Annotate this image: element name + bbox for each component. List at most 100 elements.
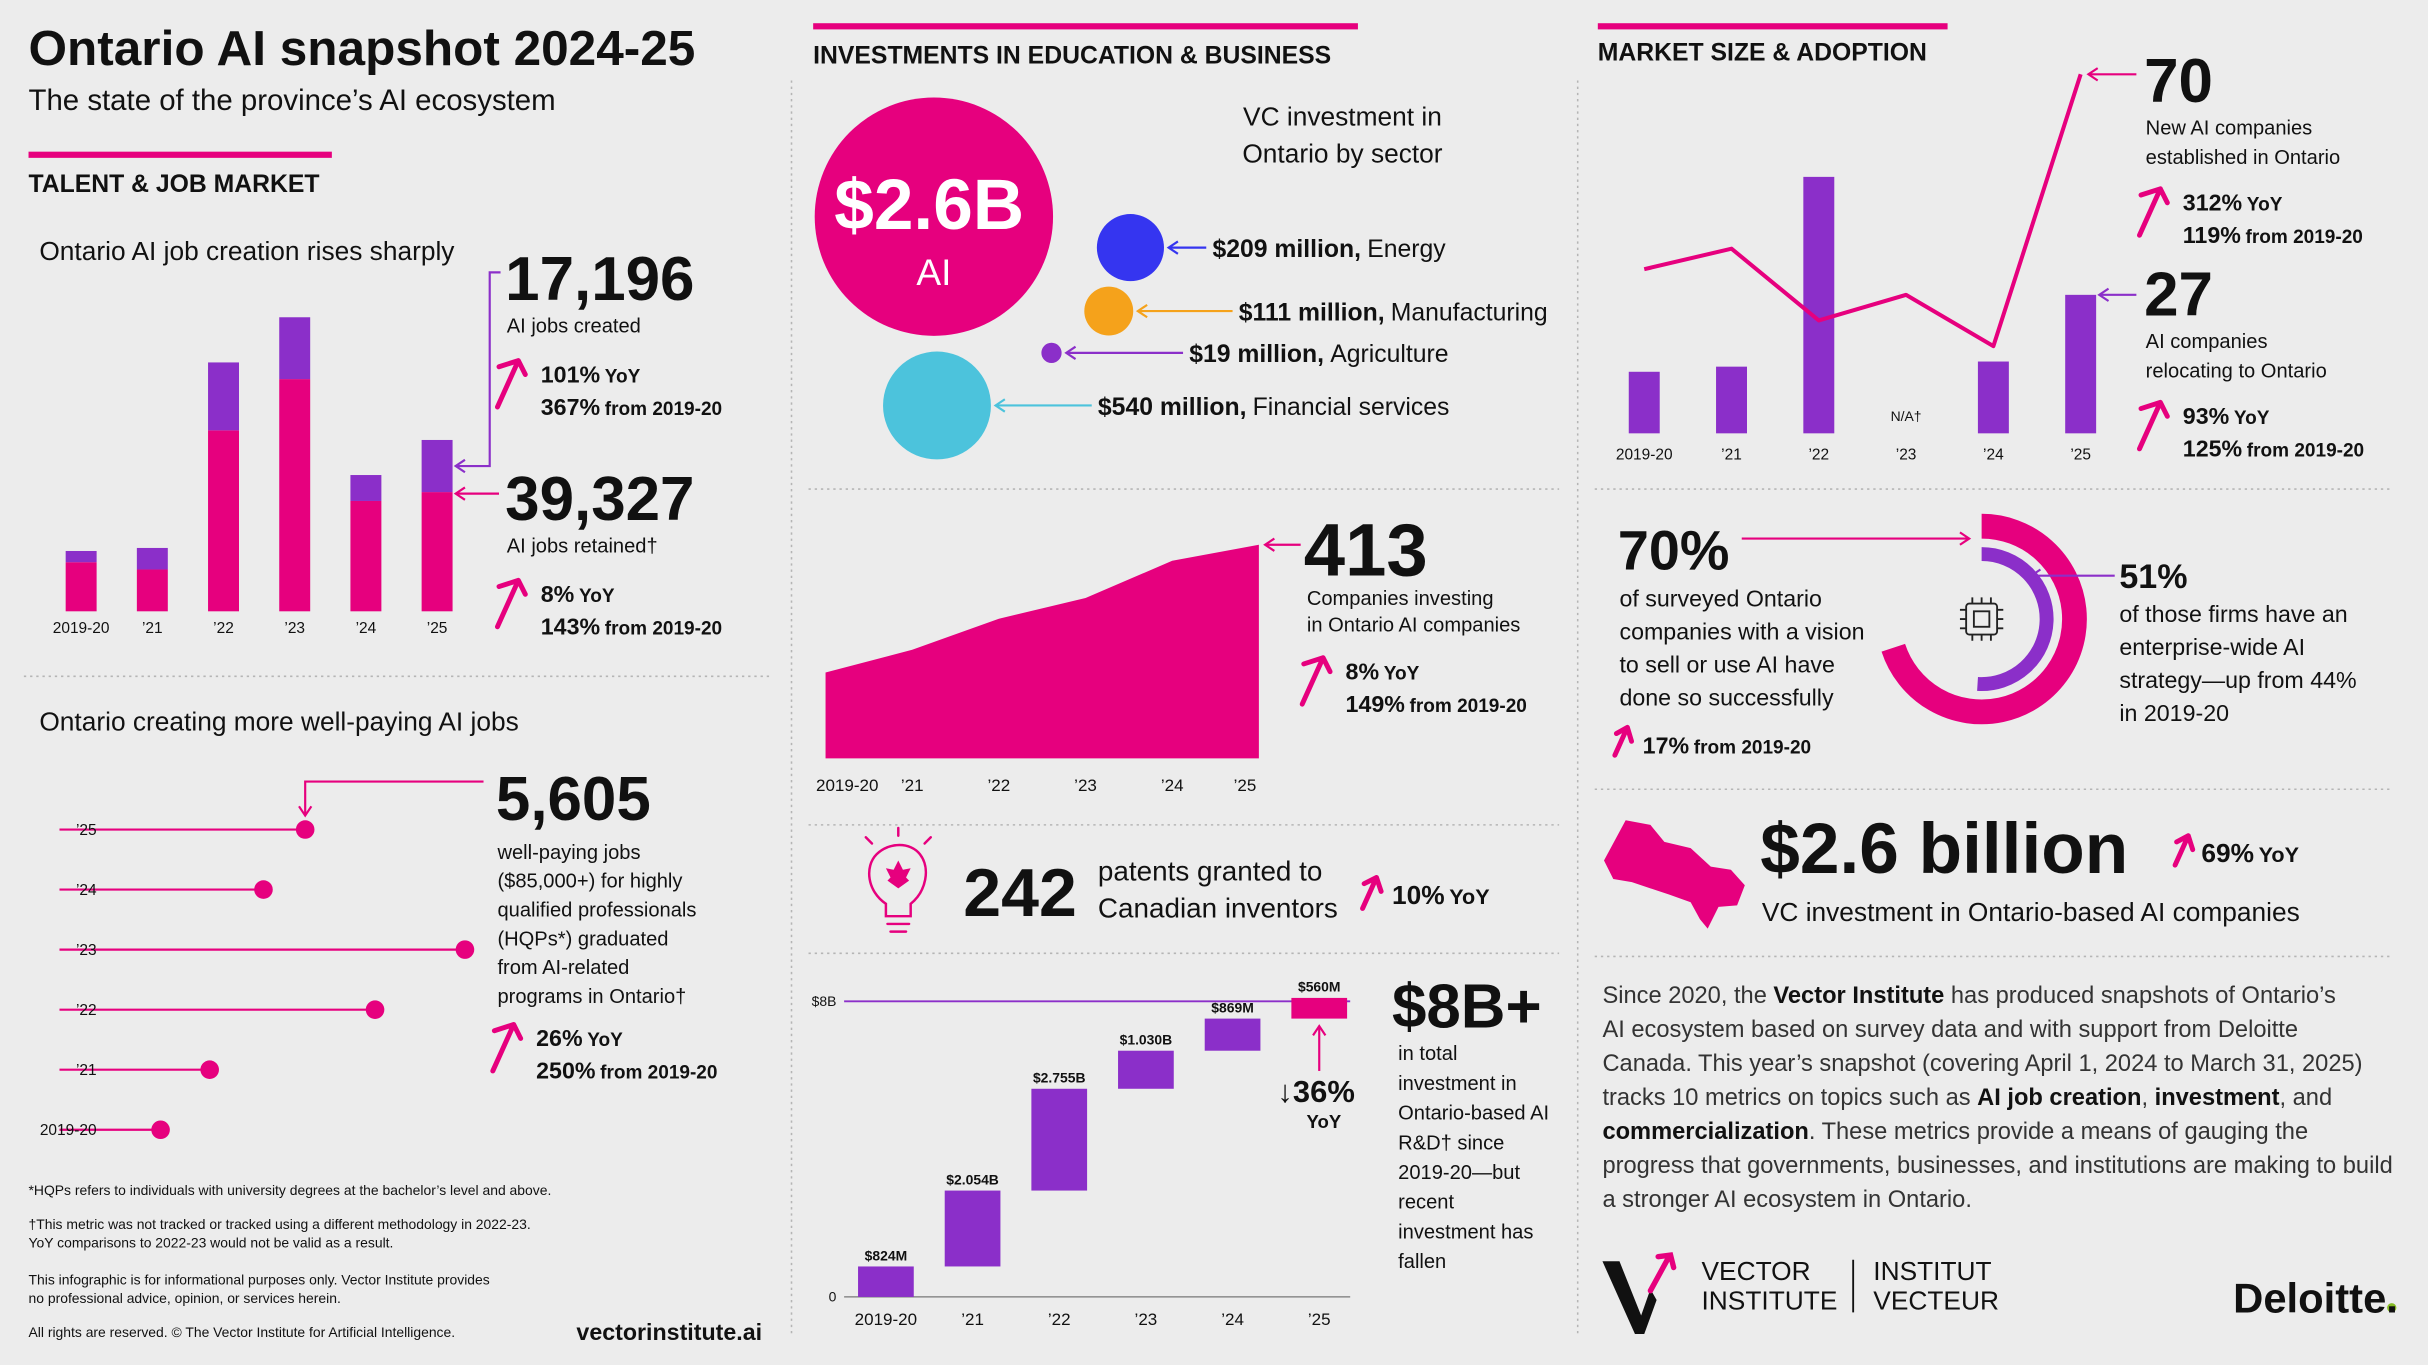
- bar-segment: [279, 317, 311, 380]
- stat: 93% YoY: [2183, 403, 2270, 429]
- arrowhead: [2097, 287, 2110, 302]
- bar-segment: [421, 439, 453, 493]
- chart-title: Ontario AI job creation rises sharply: [39, 236, 455, 266]
- chart-title: VC investment in: [1243, 101, 1442, 131]
- logo-text: INSTITUTE: [1702, 1285, 1838, 1315]
- stat-value: 8%: [541, 581, 575, 607]
- callout-text: enterprise-wide AI: [2119, 634, 2305, 660]
- trend-arrow: [1299, 655, 1333, 707]
- bar: [1803, 176, 1835, 434]
- lollipop-dot: [365, 1000, 385, 1019]
- about-line: Since 2020, the Vector Institute has pro…: [1602, 983, 2335, 1009]
- y-tick-label: ’21: [76, 1062, 97, 1079]
- bubble-label: $540 million, Financial services: [1098, 394, 1449, 421]
- bar: [1716, 366, 1747, 434]
- bar-segment: [208, 430, 239, 612]
- x-tick-label: ’23: [1135, 1310, 1158, 1329]
- section-title: INVESTMENTS IN EDUCATION & BUSINESS: [813, 42, 1331, 69]
- callout-text: in total: [1398, 1043, 1457, 1065]
- callout-text: Ontario-based AI: [1398, 1103, 1549, 1125]
- x-tick-label: ’21: [142, 620, 163, 637]
- stat-value: 250%: [536, 1058, 596, 1084]
- deloitte-dot: [2387, 1303, 2397, 1313]
- stat: 8% YoY: [541, 581, 615, 607]
- arrowhead: [2029, 568, 2042, 583]
- value-label: 17,196: [505, 245, 694, 314]
- stat: 119% from 2019-20: [2183, 222, 2363, 248]
- x-tick-label: ’23: [1074, 776, 1097, 795]
- stat-label: from 2019-20: [1694, 738, 1811, 759]
- value-label: 27: [2144, 261, 2213, 330]
- stat: 149% from 2019-20: [1346, 691, 1527, 717]
- value-label: $209 million,: [1212, 236, 1361, 263]
- about-text: Vector Institute: [1773, 983, 1944, 1009]
- bubble: [1084, 286, 1134, 336]
- section-title: TALENT & JOB MARKET: [29, 171, 320, 198]
- category-label: Agriculture: [1330, 341, 1448, 368]
- about-line: progress that governments, businesses, a…: [1602, 1153, 2392, 1179]
- value-label: $111 million,: [1239, 299, 1385, 326]
- category-label: Energy: [1367, 236, 1446, 263]
- null-label: N/A†: [1891, 408, 1922, 424]
- waterfall-bar: [858, 1266, 914, 1297]
- about-text: AI ecosystem based on survey data and wi…: [1602, 1017, 2298, 1043]
- about-text: tracks 10 metrics on topics such as: [1602, 1085, 1977, 1111]
- about-text: Since 2020, the: [1602, 983, 1773, 1009]
- arrowhead: [1135, 303, 1148, 319]
- vector-logo-mark: [1602, 1261, 1657, 1335]
- lollipop-dot: [200, 1060, 219, 1079]
- about-text: Canada. This year’s snapshot (covering A…: [1602, 1051, 2362, 1077]
- series-label: AI companies: [2146, 331, 2268, 353]
- total-value: $8B+: [1392, 973, 1542, 1042]
- bar-segment: [421, 492, 453, 612]
- x-tick-label: ’22: [1048, 1310, 1071, 1329]
- x-tick-label: ’21: [1721, 447, 1742, 464]
- callout-text: of surveyed Ontario: [1619, 586, 1821, 612]
- waterfall-bar: [1031, 1088, 1088, 1191]
- callout-text: fallen: [1398, 1251, 1446, 1273]
- x-tick-label: ’22: [213, 620, 234, 637]
- bar-segment: [279, 379, 311, 612]
- arrowhead: [2086, 67, 2099, 82]
- bar-segment: [208, 362, 239, 431]
- callout-text: Companies investing: [1307, 588, 1494, 610]
- callout-text: in 2019-20: [2119, 700, 2229, 726]
- about-text: a stronger AI ecosystem in Ontario.: [1602, 1187, 1971, 1213]
- callout-text: qualified professionals: [497, 900, 696, 922]
- value-label: 51%: [2119, 558, 2187, 596]
- waterfall-bar: [1291, 997, 1348, 1019]
- footnote: YoY comparisons to 2022-23 would not be …: [29, 1234, 394, 1250]
- trend-arrow: [494, 358, 528, 410]
- x-tick-label: ’24: [1161, 776, 1184, 795]
- logo-text: INSTITUT: [1873, 1256, 1991, 1286]
- connector: [455, 271, 501, 468]
- bar-segment: [350, 475, 382, 501]
- callout-text: well-paying jobs: [496, 842, 640, 864]
- value-label: $869M: [1211, 999, 1254, 1015]
- about-text: AI job creation: [1977, 1085, 2141, 1111]
- value-label: 413: [1304, 509, 1428, 592]
- footnote: †This metric was not tracked or tracked …: [29, 1216, 531, 1232]
- callout-text: ($85,000+) for highly: [497, 871, 683, 893]
- section-rule: [1597, 23, 1948, 30]
- category-label: Manufacturing: [1391, 299, 1548, 326]
- stat: 367% from 2019-20: [541, 394, 722, 420]
- footnote: This infographic is for informational pu…: [29, 1272, 490, 1288]
- stat: 101% YoY: [541, 361, 641, 387]
- callout-text: 2019-20—but: [1398, 1162, 1520, 1184]
- arrowhead: [298, 805, 313, 818]
- about-line: Canada. This year’s snapshot (covering A…: [1602, 1051, 2362, 1077]
- stat: 69% YoY: [2201, 838, 2299, 868]
- stat: 26% YoY: [536, 1025, 623, 1051]
- logo-text: VECTEUR: [1873, 1285, 1999, 1315]
- callout-text: investment has: [1398, 1221, 1533, 1243]
- series-label: established in Ontario: [2146, 147, 2341, 169]
- callout-text: R&D† since: [1398, 1132, 1504, 1154]
- callout-text: done so successfully: [1619, 685, 1833, 711]
- dividers: [23, 80, 2392, 1335]
- x-tick-label: ’22: [988, 776, 1011, 795]
- callout-text: in Ontario AI companies: [1307, 614, 1521, 636]
- donut-arc: [1977, 547, 2054, 691]
- y-tick-label: 2019-20: [40, 1122, 97, 1139]
- stat-value: 26%: [536, 1025, 583, 1051]
